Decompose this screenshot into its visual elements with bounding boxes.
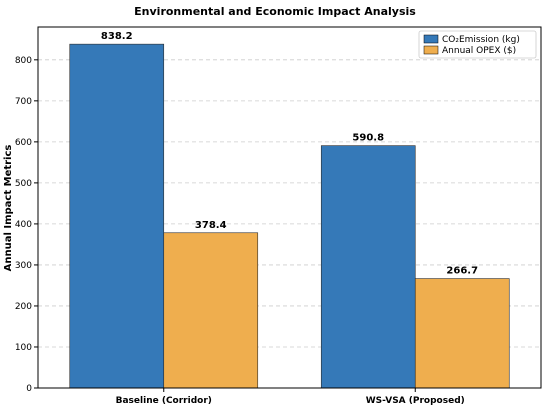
data-label: 266.7 [446, 266, 478, 277]
y-tick-label: 800 [15, 56, 32, 66]
data-label: 378.4 [195, 220, 227, 231]
y-axis-ticks: 0 100 200 300 400 500 600 700 800 [15, 56, 38, 394]
bars [70, 44, 510, 388]
y-tick-label: 700 [15, 97, 32, 107]
y-tick-label: 500 [15, 179, 32, 189]
data-label: 590.8 [352, 133, 384, 144]
y-tick-label: 400 [15, 220, 32, 230]
bar [321, 146, 415, 388]
legend-label-opex: Annual OPEX ($) [442, 46, 516, 56]
legend-swatch-opex [424, 46, 438, 54]
legend: CO₂Emission (kg) Annual OPEX ($) [419, 31, 536, 58]
bar [415, 279, 509, 388]
legend-swatch-co2 [424, 35, 438, 43]
x-axis-ticks: Baseline (Corridor) WS-VSA (Proposed) [116, 388, 465, 406]
y-tick-label: 0 [26, 384, 32, 394]
bar [70, 44, 164, 388]
y-tick-label: 200 [15, 302, 32, 312]
legend-label-co2: CO₂Emission (kg) [442, 35, 520, 45]
x-tick-label: Baseline (Corridor) [116, 396, 212, 406]
y-tick-label: 600 [15, 138, 32, 148]
data-label: 838.2 [101, 31, 133, 42]
y-tick-label: 300 [15, 261, 32, 271]
bar [164, 233, 258, 388]
y-tick-label: 100 [15, 343, 32, 353]
y-axis-label: Annual Impact Metrics [3, 145, 14, 272]
x-tick-label: WS-VSA (Proposed) [366, 396, 465, 406]
chart-title: Environmental and Economic Impact Analys… [134, 5, 416, 18]
